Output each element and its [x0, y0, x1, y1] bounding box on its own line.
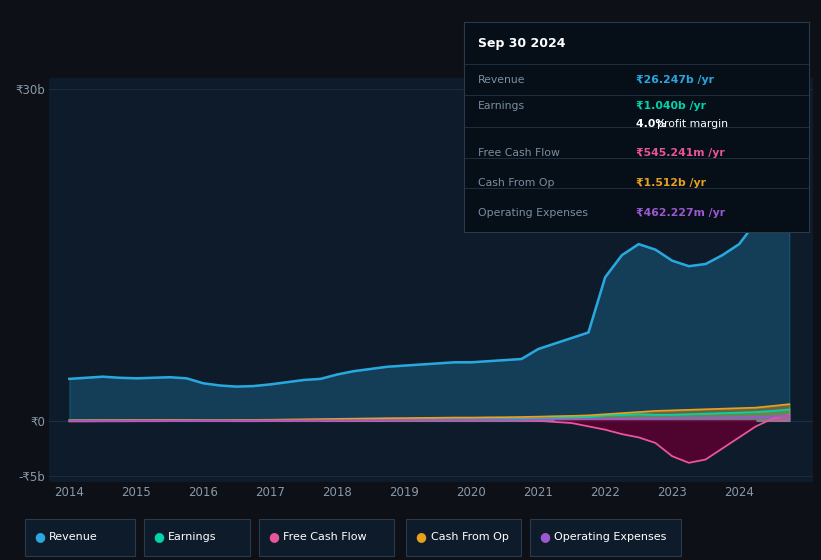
- Text: ●: ●: [415, 530, 427, 544]
- Text: Operating Expenses: Operating Expenses: [554, 532, 667, 542]
- Text: 4.0%: 4.0%: [636, 119, 671, 129]
- Text: ●: ●: [539, 530, 550, 544]
- Text: Earnings: Earnings: [168, 532, 217, 542]
- Text: ●: ●: [34, 530, 45, 544]
- Text: ₹545.241m /yr: ₹545.241m /yr: [636, 148, 725, 157]
- Text: ₹1.512b /yr: ₹1.512b /yr: [636, 178, 706, 188]
- Text: Revenue: Revenue: [478, 75, 525, 85]
- Text: ₹1.040b /yr: ₹1.040b /yr: [636, 101, 706, 111]
- Text: ●: ●: [153, 530, 164, 544]
- Text: ●: ●: [268, 530, 279, 544]
- Text: Earnings: Earnings: [478, 101, 525, 111]
- Text: Cash From Op: Cash From Op: [431, 532, 509, 542]
- Text: Free Cash Flow: Free Cash Flow: [283, 532, 367, 542]
- Text: Revenue: Revenue: [49, 532, 98, 542]
- Text: Operating Expenses: Operating Expenses: [478, 208, 588, 218]
- Text: ₹26.247b /yr: ₹26.247b /yr: [636, 75, 714, 85]
- Text: Free Cash Flow: Free Cash Flow: [478, 148, 560, 157]
- Text: Sep 30 2024: Sep 30 2024: [478, 37, 565, 50]
- Text: ₹462.227m /yr: ₹462.227m /yr: [636, 208, 726, 218]
- Text: profit margin: profit margin: [657, 119, 728, 129]
- Text: Cash From Op: Cash From Op: [478, 178, 554, 188]
